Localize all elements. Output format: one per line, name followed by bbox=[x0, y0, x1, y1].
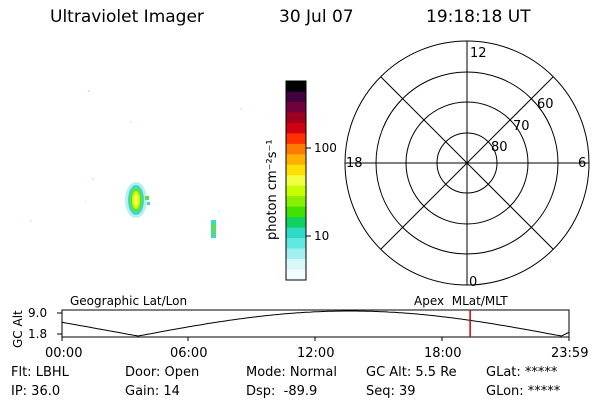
instrument-title: Ultraviolet Imager bbox=[50, 7, 204, 27]
seq-status: Seq: 39 bbox=[366, 384, 416, 399]
x-tick-2359: 23:59 bbox=[551, 346, 589, 361]
colorbar-unit-label: photon cm⁻²s⁻¹ bbox=[265, 139, 280, 240]
mlt-label-12: 12 bbox=[470, 46, 487, 61]
uv-image bbox=[30, 90, 242, 238]
colorbar-segment bbox=[286, 185, 306, 197]
colorbar-segment bbox=[286, 122, 306, 134]
colorbar-segment bbox=[286, 196, 306, 208]
colorbar-segment bbox=[286, 91, 306, 103]
orbit-y-ticks bbox=[57, 312, 62, 335]
orbit-x-ticks bbox=[61, 337, 570, 341]
colorbar-label-100: 100 bbox=[314, 141, 337, 155]
colorbar-segment bbox=[286, 133, 306, 145]
colorbar-segment bbox=[286, 227, 306, 239]
x-tick-0000: 00:00 bbox=[45, 346, 83, 361]
lat-label-60: 60 bbox=[537, 97, 554, 112]
door-status: Door: Open bbox=[125, 365, 200, 380]
y-tick-9: 9.0 bbox=[28, 306, 48, 320]
mode-status: Mode: Normal bbox=[246, 365, 337, 380]
polar-grid bbox=[344, 40, 590, 286]
time-label: 19:18:18 UT bbox=[426, 7, 531, 27]
x-tick-1200: 12:00 bbox=[297, 346, 335, 361]
colorbar-segment bbox=[286, 217, 306, 229]
glat-status: GLat: ***** bbox=[486, 365, 558, 380]
gc-alt-status: GC Alt: 5.5 Re bbox=[366, 365, 457, 380]
glon-status: GLon: ***** bbox=[486, 384, 561, 399]
x-tick-0600: 06:00 bbox=[170, 346, 208, 361]
mlt-label-18: 18 bbox=[346, 156, 363, 171]
color-bar bbox=[286, 81, 306, 281]
geographic-label: Geographic Lat/Lon bbox=[70, 294, 188, 308]
color-bar-frame bbox=[285, 80, 307, 281]
lat-label-70: 70 bbox=[513, 119, 530, 134]
gain-status: Gain: 14 bbox=[125, 384, 180, 399]
altitude-curve bbox=[61, 310, 570, 337]
ip-status: IP: 36.0 bbox=[11, 384, 61, 399]
mlt-label-0: 0 bbox=[469, 275, 478, 290]
colorbar-label-10: 10 bbox=[314, 229, 330, 243]
colorbar-segment bbox=[286, 248, 306, 260]
colorbar-segment bbox=[286, 81, 306, 92]
lat-label-80: 80 bbox=[491, 140, 508, 155]
filter-status: Flt: LBHL bbox=[11, 365, 69, 380]
colorbar-segment bbox=[286, 175, 306, 187]
gc-alt-axis-label: GC Alt bbox=[11, 310, 25, 348]
mlt-label-6: 6 bbox=[578, 156, 587, 171]
colorbar-segment bbox=[286, 154, 306, 166]
colorbar-segment bbox=[286, 112, 306, 124]
apex-label: Apex MLat/MLT bbox=[414, 294, 508, 308]
x-tick-1800: 18:00 bbox=[424, 346, 462, 361]
y-tick-1-8: 1.8 bbox=[28, 327, 48, 341]
colorbar-segment bbox=[286, 206, 306, 218]
colorbar-segment bbox=[286, 259, 306, 271]
colorbar-segment bbox=[286, 164, 306, 176]
colorbar-segment bbox=[286, 238, 306, 250]
dsp-status: Dsp: -89.9 bbox=[246, 384, 318, 399]
colorbar-segment bbox=[286, 269, 306, 281]
colorbar-segment bbox=[286, 101, 306, 113]
date-label: 30 Jul 07 bbox=[279, 7, 354, 27]
colorbar-segment bbox=[286, 143, 306, 155]
